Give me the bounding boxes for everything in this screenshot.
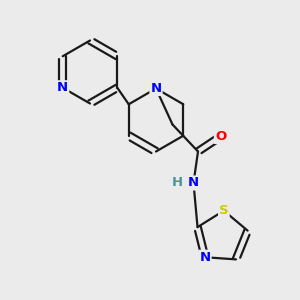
Text: N: N bbox=[200, 251, 211, 264]
Text: O: O bbox=[215, 130, 226, 143]
Text: N: N bbox=[57, 81, 68, 94]
Text: N: N bbox=[188, 176, 199, 190]
Text: N: N bbox=[150, 82, 162, 95]
Text: H: H bbox=[171, 176, 183, 189]
Text: S: S bbox=[219, 204, 229, 217]
